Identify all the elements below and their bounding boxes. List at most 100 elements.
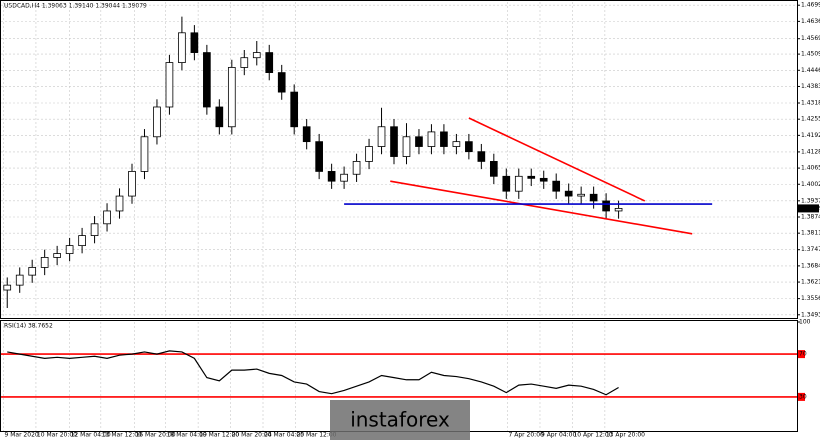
x-tick-label: 12 Mar 04:00 xyxy=(71,432,111,439)
candle-body xyxy=(440,131,448,147)
candle-body xyxy=(564,190,573,197)
x-tick-label: 19 Mar 12:00 xyxy=(199,432,239,439)
candle-body xyxy=(178,32,186,63)
candle-body xyxy=(377,126,386,147)
y-tick-label: 1.37470 xyxy=(801,246,820,253)
rsi-level-box xyxy=(798,350,805,359)
y-tick-label: 1.36840 xyxy=(801,262,820,269)
x-tick-label: 10 Mar 20:00 xyxy=(37,432,77,439)
x-tick-label: 13 Mar 12:00 xyxy=(102,432,142,439)
y-tick-label: 1.38745 xyxy=(801,213,820,220)
candle-body xyxy=(65,245,74,254)
candle-body xyxy=(265,52,274,73)
candle-body xyxy=(78,235,86,247)
y-tick-label: 1.45690 xyxy=(801,35,820,42)
candle-body xyxy=(252,52,261,59)
candle-body xyxy=(402,136,411,157)
trendline xyxy=(390,180,693,235)
y-tick-label: 1.46995 xyxy=(801,2,820,9)
candle-body xyxy=(352,161,361,175)
candle-body xyxy=(539,177,548,182)
y-tick-label: 1.39375 xyxy=(801,197,820,204)
candle-body xyxy=(128,171,136,197)
y-tick-label: 1.41925 xyxy=(801,132,820,139)
y-tick-label: 1.35565 xyxy=(801,295,820,302)
y-tick-label: 1.43830 xyxy=(801,83,820,90)
candle-body xyxy=(489,161,498,177)
candle-body xyxy=(3,284,12,291)
candle-body xyxy=(153,106,161,138)
candle-body xyxy=(165,62,174,108)
price-pane xyxy=(0,0,798,319)
x-tick-label: 24 Mar 04:00 xyxy=(264,432,304,439)
watermark-box xyxy=(330,400,470,440)
y-tick-label: 1.43185 xyxy=(801,100,820,107)
y-tick-label: 1.36210 xyxy=(801,279,820,286)
x-tick-label: 20 Mar 20:00 xyxy=(232,432,272,439)
candle-body xyxy=(415,136,423,147)
x-tick-label: 18 Mar 04:00 xyxy=(167,432,207,439)
rsi-title: RSI(14) 38.7652 xyxy=(4,323,53,330)
candle-body xyxy=(53,253,61,258)
candle-body xyxy=(140,136,149,172)
candle-body xyxy=(277,72,286,93)
y-tick-label: 1.41280 xyxy=(801,148,820,155)
y-tick-label: 1.44460 xyxy=(801,67,820,74)
candle-body xyxy=(40,257,49,268)
candle-body xyxy=(28,267,37,276)
candle-body xyxy=(477,151,486,162)
x-tick-label: 13 Apr 20:00 xyxy=(606,432,645,439)
candle-body xyxy=(190,32,199,53)
y-tick-label: 1.40650 xyxy=(801,165,820,172)
candle-body xyxy=(290,91,299,128)
y-tick-label: 70 xyxy=(799,351,807,358)
y-tick-label: 1.34935 xyxy=(801,311,820,318)
candle-body xyxy=(390,126,398,157)
y-tick-label: 1.40020 xyxy=(801,181,820,188)
y-tick-label: 1.46365 xyxy=(801,18,820,25)
candle-body xyxy=(502,175,511,192)
candle-body xyxy=(90,223,99,236)
last-price-label: 1.39079 xyxy=(798,205,820,212)
x-tick-label: 16 Mar 20:00 xyxy=(135,432,175,439)
candle-body xyxy=(602,200,610,212)
candle-body xyxy=(577,193,585,197)
candle-body xyxy=(240,57,249,68)
y-tick-label: 1.45090 xyxy=(801,51,820,58)
candle-body xyxy=(465,141,473,153)
rsi-line xyxy=(7,350,619,396)
x-tick-label: 9 Apr 04:00 xyxy=(541,432,576,439)
candle-body xyxy=(302,126,311,143)
candle-body xyxy=(215,106,224,128)
last-price-box xyxy=(797,204,819,213)
candle-body xyxy=(514,175,523,192)
candle-body xyxy=(365,146,373,162)
candle-body xyxy=(427,131,436,147)
candle-body xyxy=(227,67,236,128)
x-tick-label: 7 Apr 20:00 xyxy=(509,432,544,439)
x-tick-label: 10 Apr 12:00 xyxy=(573,432,612,439)
chart-title: USDCAD,H4 1.39063 1.39140 1.39044 1.3907… xyxy=(4,3,147,10)
candle-body xyxy=(589,193,598,202)
y-tick-label: 1.42555 xyxy=(801,116,820,123)
y-tick-label: 100 xyxy=(799,319,811,326)
candle-body xyxy=(315,141,323,172)
watermark: instaforex xyxy=(350,408,450,432)
candle-body xyxy=(327,171,336,182)
trendline xyxy=(468,117,646,202)
y-tick-label: 30 xyxy=(799,393,807,400)
candle-body xyxy=(15,274,24,286)
candle-body xyxy=(103,210,111,225)
candle-body xyxy=(552,180,561,192)
candle-body xyxy=(452,141,461,147)
x-tick-label: 9 Mar 2020 xyxy=(4,432,38,439)
y-tick-label: 1.38115 xyxy=(801,230,820,237)
candle-body xyxy=(614,208,623,212)
candle-body xyxy=(115,195,124,212)
rsi-level-box xyxy=(798,392,805,401)
candle-body xyxy=(203,52,211,108)
candle-body xyxy=(527,175,536,179)
candle-body xyxy=(340,173,348,182)
